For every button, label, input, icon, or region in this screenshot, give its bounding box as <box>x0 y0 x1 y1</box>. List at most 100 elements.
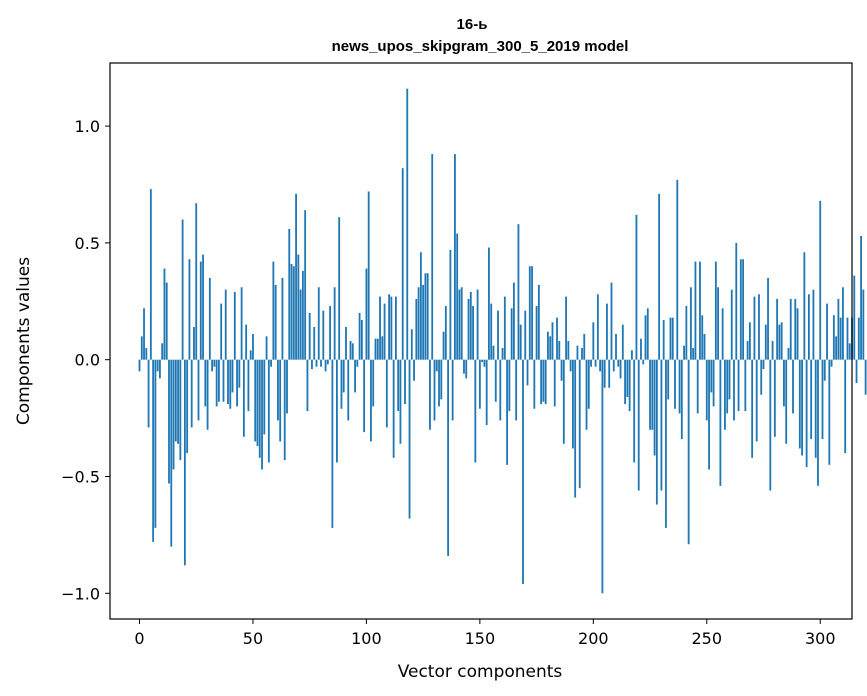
bar <box>159 359 161 379</box>
bar <box>174 359 177 442</box>
bar <box>258 359 261 458</box>
bar <box>363 359 366 433</box>
bar <box>227 359 229 405</box>
bar <box>252 333 254 360</box>
bar <box>665 359 667 528</box>
bar <box>796 308 799 360</box>
bar <box>826 303 828 360</box>
bar <box>857 317 860 360</box>
bar <box>574 359 577 498</box>
bar <box>721 308 724 360</box>
bar <box>374 338 377 360</box>
bar <box>537 284 540 360</box>
bar <box>576 345 579 360</box>
bar <box>694 261 697 360</box>
bar <box>758 294 760 360</box>
bar <box>601 359 604 594</box>
bar <box>617 359 620 367</box>
bar <box>140 336 143 360</box>
bar <box>699 261 701 360</box>
bar <box>215 359 218 407</box>
bar <box>769 359 772 491</box>
bar <box>860 235 862 360</box>
bar <box>320 359 322 367</box>
bar <box>726 359 729 414</box>
bar <box>406 88 409 360</box>
x-tick-label: 300 <box>805 629 836 648</box>
bar <box>794 298 797 360</box>
bar <box>301 270 304 360</box>
bar <box>224 289 227 360</box>
bar <box>170 359 173 547</box>
bar <box>431 154 434 360</box>
bar <box>864 359 867 395</box>
bar <box>565 296 567 360</box>
bar <box>846 317 849 360</box>
bar <box>277 359 279 421</box>
bar <box>299 289 302 360</box>
bar <box>460 287 463 360</box>
bar <box>208 277 211 360</box>
bar <box>628 359 631 412</box>
bar <box>401 168 404 360</box>
bar <box>478 359 481 409</box>
bar <box>467 298 470 360</box>
bar <box>404 359 406 405</box>
bar <box>415 298 418 360</box>
bar <box>342 359 345 393</box>
bar <box>512 282 515 360</box>
bar <box>193 326 195 360</box>
bar <box>649 359 651 430</box>
plot-frame <box>109 62 853 620</box>
bar <box>635 214 638 360</box>
bar <box>823 359 826 381</box>
bar <box>492 345 495 360</box>
bar <box>839 317 842 360</box>
bar <box>463 359 465 374</box>
bar <box>211 359 214 372</box>
bar <box>581 348 583 360</box>
bar <box>324 359 327 372</box>
x-tick-label: 200 <box>578 629 609 648</box>
bar <box>746 341 749 360</box>
bar <box>540 359 543 405</box>
bar <box>658 193 661 360</box>
bar <box>417 287 420 360</box>
bar <box>183 359 186 566</box>
bar <box>499 359 502 421</box>
bar <box>848 343 851 360</box>
bar <box>835 336 838 360</box>
bar <box>331 359 334 528</box>
bar <box>245 324 248 360</box>
bar <box>785 359 788 444</box>
bar <box>426 273 429 360</box>
bar <box>286 359 288 414</box>
bar <box>585 359 588 430</box>
x-tick-label: 150 <box>465 629 496 648</box>
bar <box>812 289 815 360</box>
bar <box>610 282 613 360</box>
bar <box>515 359 518 421</box>
bar <box>199 261 202 360</box>
bar <box>231 359 234 393</box>
bar <box>531 266 533 360</box>
bar <box>333 287 336 360</box>
bar <box>272 261 275 360</box>
bar <box>744 359 747 412</box>
bar <box>381 336 384 360</box>
bar <box>583 333 586 360</box>
bar <box>819 200 822 360</box>
bar <box>676 179 679 360</box>
bar <box>733 359 735 421</box>
bar <box>662 319 665 360</box>
bar <box>372 359 375 407</box>
bar <box>626 359 629 398</box>
bar <box>612 359 615 372</box>
bar <box>542 359 545 402</box>
bar <box>317 287 320 360</box>
bar <box>263 359 266 435</box>
bar <box>717 287 720 360</box>
bar <box>292 266 295 360</box>
bar <box>283 359 286 461</box>
